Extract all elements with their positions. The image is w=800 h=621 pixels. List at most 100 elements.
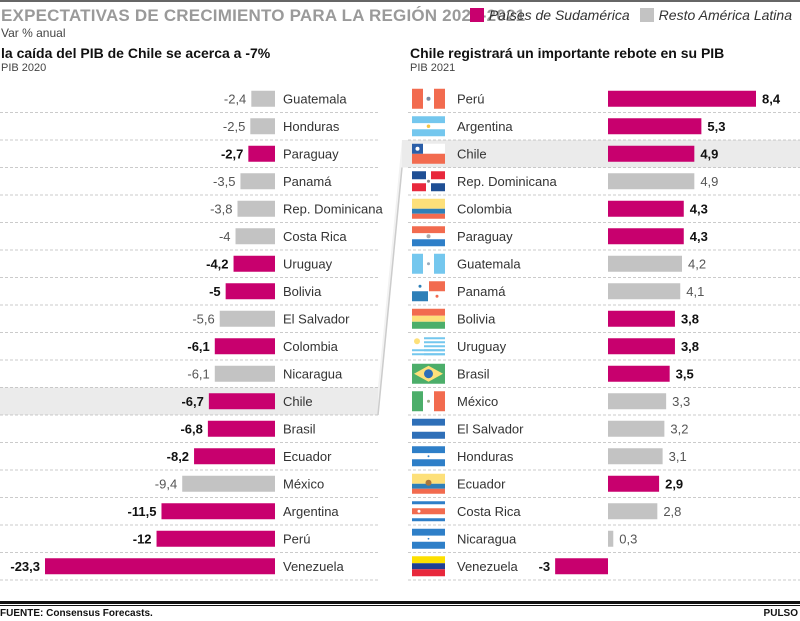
left-bar-panam- bbox=[240, 173, 275, 190]
left-bar-venezuela bbox=[45, 558, 275, 575]
left-value-label: -9,4 bbox=[155, 476, 177, 491]
left-value-label: -6,1 bbox=[187, 366, 209, 381]
left-category-label: Costa Rica bbox=[283, 229, 347, 244]
brazil-flag bbox=[412, 363, 445, 384]
left-value-label: -2,5 bbox=[223, 119, 245, 134]
right-bar-m-xico bbox=[608, 393, 667, 410]
left-bar-argentina bbox=[161, 503, 275, 520]
right-category-label: Argentina bbox=[457, 119, 513, 134]
bottom-rule bbox=[0, 601, 800, 604]
legend: Países de Sudamérica Resto América Latin… bbox=[460, 7, 792, 23]
ecuador-flag bbox=[412, 473, 445, 494]
right-category-label: El Salvador bbox=[457, 421, 524, 436]
left-value-label: -12 bbox=[133, 531, 152, 546]
right-bar-brasil bbox=[608, 365, 670, 382]
top-rule bbox=[0, 0, 800, 2]
legend-swatch-rest-latam bbox=[639, 8, 654, 22]
main-title: EXPECTATIVAS DE CRECIMIENTO PARA LA REGI… bbox=[1, 6, 526, 25]
right-value-label: 4,3 bbox=[690, 229, 708, 244]
right-value-label: 2,8 bbox=[663, 504, 681, 519]
left-bar-ecuador bbox=[194, 448, 275, 465]
bolivia-flag bbox=[412, 308, 445, 329]
left-category-label: México bbox=[283, 476, 324, 491]
bottom-rule-thin bbox=[0, 605, 800, 606]
left-value-label: -3,8 bbox=[210, 201, 232, 216]
left-value-label: -11,5 bbox=[128, 504, 157, 519]
right-bar-paraguay bbox=[608, 228, 684, 245]
left-category-label: Argentina bbox=[283, 504, 339, 519]
left-value-label: -4 bbox=[219, 229, 231, 244]
left-category-label: Honduras bbox=[283, 119, 340, 134]
right-category-label: Rep. Dominicana bbox=[457, 174, 557, 189]
right-bar-rep-dominicana bbox=[608, 173, 695, 190]
dominican-republic-flag bbox=[412, 171, 445, 192]
right-value-label: 3,3 bbox=[672, 394, 690, 409]
right-value-label: 2,9 bbox=[665, 476, 683, 491]
colombia-flag bbox=[412, 198, 445, 219]
right-value-label: 3,8 bbox=[681, 311, 699, 326]
right-bar-uruguay bbox=[608, 338, 675, 355]
paraguay-flag bbox=[412, 226, 445, 247]
left-category-label: Colombia bbox=[283, 339, 339, 354]
left-value-label: -6,8 bbox=[180, 421, 202, 436]
left-value-label: -5,6 bbox=[192, 311, 214, 326]
right-highlight-band bbox=[402, 140, 800, 168]
right-category-label: Perú bbox=[457, 91, 484, 106]
left-value-label: -6,1 bbox=[187, 339, 209, 354]
left-chart-subtitle: PIB 2020 bbox=[1, 62, 47, 74]
left-category-label: Ecuador bbox=[283, 449, 332, 464]
right-value-label: 4,9 bbox=[700, 146, 718, 161]
nicaragua-flag bbox=[412, 528, 445, 549]
right-bar-panam- bbox=[608, 283, 681, 300]
right-value-label: 3,5 bbox=[676, 366, 694, 381]
left-category-label: Guatemala bbox=[283, 91, 347, 106]
right-value-label: 8,4 bbox=[762, 91, 781, 106]
left-bar-nicaragua bbox=[214, 365, 275, 382]
el-salvador-flag bbox=[412, 418, 445, 439]
costa-rica-flag bbox=[412, 501, 445, 522]
right-bar-chile bbox=[608, 145, 695, 162]
right-value-label: 3,2 bbox=[670, 421, 688, 436]
venezuela-flag bbox=[412, 556, 445, 577]
left-bar-paraguay bbox=[248, 145, 275, 162]
legend-label-rest-latam: Resto América Latina bbox=[658, 7, 792, 23]
left-category-label: Paraguay bbox=[283, 146, 339, 161]
right-bar-colombia bbox=[608, 200, 684, 217]
mexico-flag bbox=[412, 391, 445, 412]
left-highlight-band bbox=[0, 387, 378, 415]
right-bar-costa-rica bbox=[608, 503, 658, 520]
guatemala-flag bbox=[412, 253, 445, 274]
argentina-flag bbox=[412, 116, 445, 137]
left-value-label: -2,7 bbox=[221, 146, 243, 161]
left-value-label: -3,5 bbox=[213, 174, 235, 189]
right-category-label: Venezuela bbox=[457, 559, 518, 574]
chile-connector-line bbox=[377, 167, 403, 416]
left-bar-el-salvador bbox=[219, 310, 275, 327]
honduras-flag bbox=[412, 446, 445, 467]
right-category-label: Bolivia bbox=[457, 311, 496, 326]
right-bar-per- bbox=[608, 90, 756, 107]
uruguay-flag bbox=[412, 336, 445, 357]
right-category-label: Nicaragua bbox=[457, 531, 517, 546]
left-bar-costa-rica bbox=[235, 228, 275, 245]
right-category-label: Panamá bbox=[457, 284, 506, 299]
right-value-label: 5,3 bbox=[707, 119, 725, 134]
left-category-label: Venezuela bbox=[283, 559, 344, 574]
left-value-label: -5 bbox=[209, 284, 221, 299]
left-bar-uruguay bbox=[233, 255, 275, 272]
right-category-label: Costa Rica bbox=[457, 504, 521, 519]
left-category-label: Chile bbox=[283, 394, 313, 409]
right-category-label: Ecuador bbox=[457, 476, 506, 491]
right-bar-nicaragua bbox=[608, 530, 614, 547]
peru-flag bbox=[412, 88, 445, 109]
left-bar-chile bbox=[208, 393, 275, 410]
right-bar-honduras bbox=[608, 448, 663, 465]
source-note: FUENTE: Consensus Forecasts. bbox=[0, 608, 153, 619]
left-category-label: Rep. Dominicana bbox=[283, 201, 383, 216]
left-bar-guatemala bbox=[251, 90, 275, 107]
brand-label: PULSO bbox=[763, 608, 798, 619]
right-bar-venezuela bbox=[555, 558, 608, 575]
right-chart-subtitle: PIB 2021 bbox=[410, 62, 456, 74]
right-value-label: 4,9 bbox=[700, 174, 718, 189]
